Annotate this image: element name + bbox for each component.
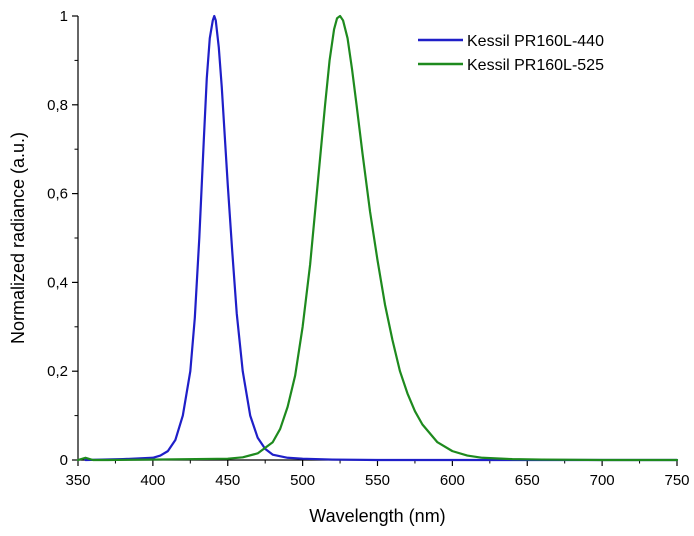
series-line-2 [76, 14, 679, 462]
y-tick-label: 0 [60, 452, 68, 469]
x-tick-label: 500 [290, 472, 315, 489]
x-axis-label: Wavelength (nm) [309, 506, 445, 526]
x-tick-label: 600 [440, 472, 465, 489]
y-tick-label: 0,6 [47, 186, 68, 203]
y-tick-label: 1 [60, 8, 68, 25]
x-tick-label: 650 [515, 472, 540, 489]
x-tick-label: 400 [140, 472, 165, 489]
y-tick-label: 0,2 [47, 363, 68, 380]
x-tick-label: 700 [590, 472, 615, 489]
y-tick-label: 0,4 [47, 274, 68, 291]
legend: Kessil PR160L-440 Kessil PR160L-525 [418, 33, 604, 74]
x-tick-label: 750 [664, 472, 689, 489]
x-tick-label: 550 [365, 472, 390, 489]
y-tick-label: 0,8 [47, 97, 68, 114]
y-axis-label: Normalized radiance (a.u.) [8, 132, 28, 344]
legend-label-2: Kessil PR160L-525 [467, 57, 604, 74]
series-line-1 [84, 14, 679, 462]
x-tick-label: 450 [215, 472, 240, 489]
legend-label-1: Kessil PR160L-440 [467, 33, 604, 50]
series-layer [76, 14, 679, 462]
x-tick-label: 350 [65, 472, 90, 489]
axes: 350 400 450 500 550 600 650 700 750 0 0,2 0,4 0,6 0,8… [47, 8, 689, 489]
